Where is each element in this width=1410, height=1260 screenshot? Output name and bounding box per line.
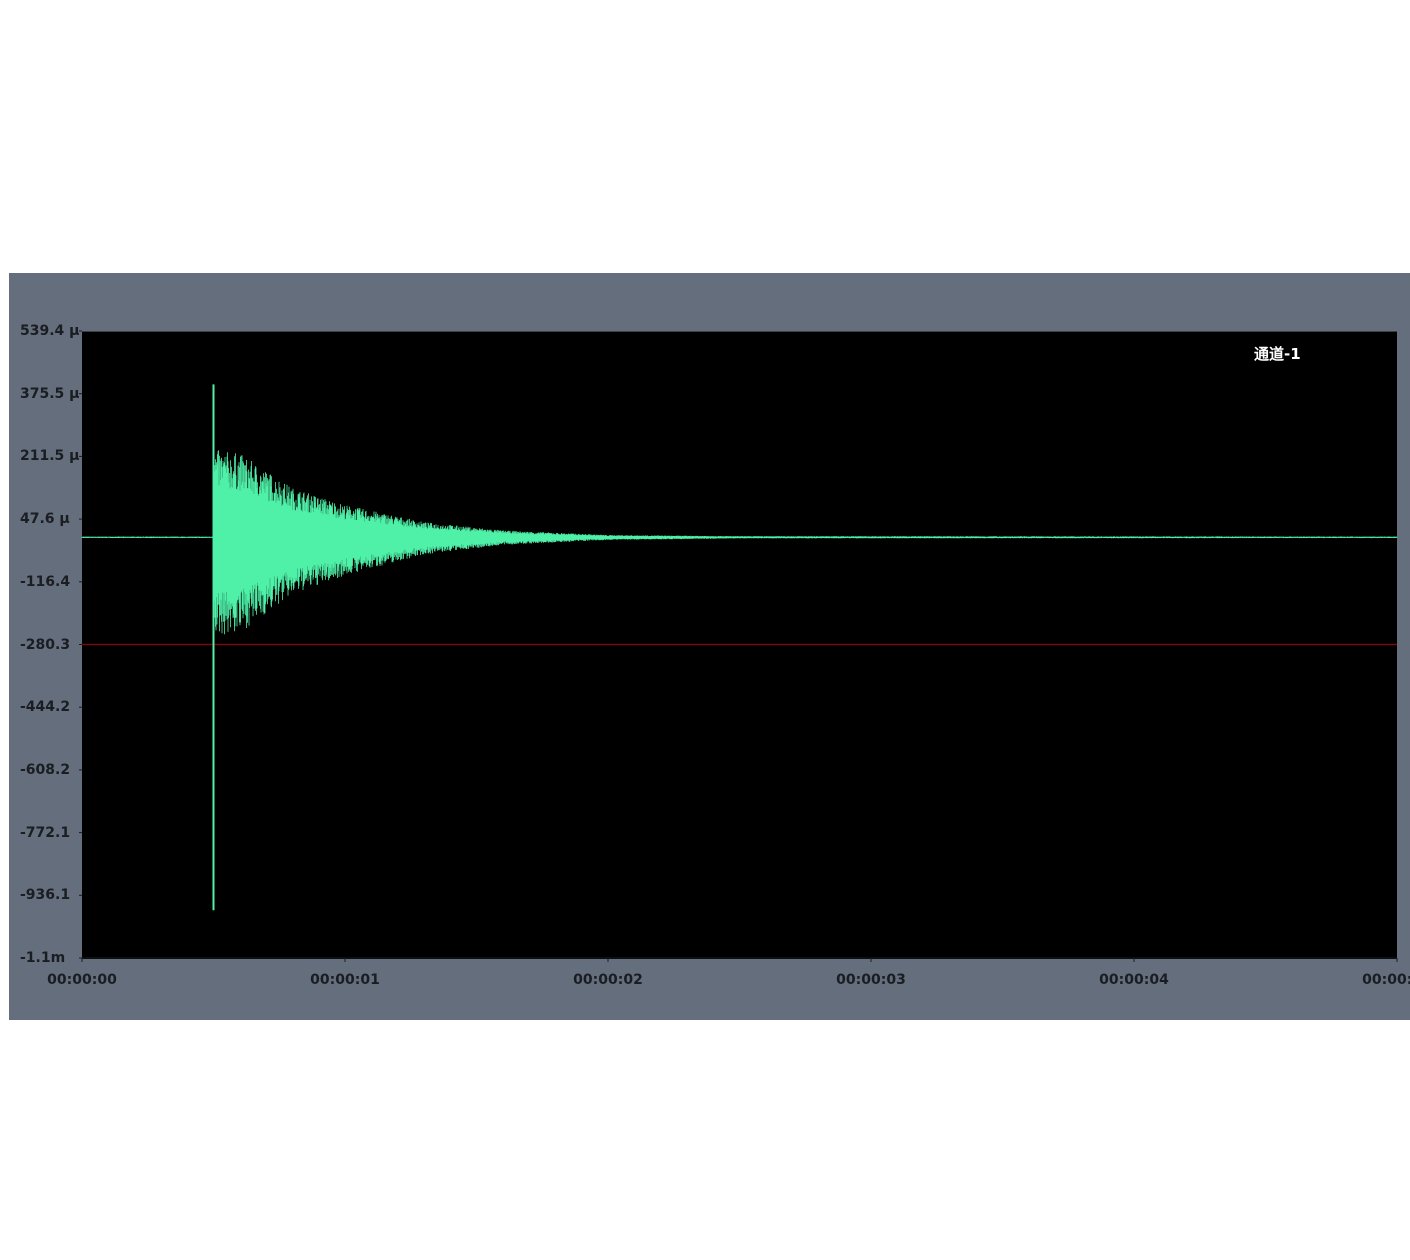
y-tick-label: -608.2 [20, 761, 71, 778]
x-tick-label: 00:00:00 [47, 972, 117, 988]
y-tick-label: -280.3 [20, 636, 71, 653]
y-tick-label: 539.4 µ [20, 323, 80, 339]
x-tick-label: 00:00:02 [573, 972, 643, 988]
legend-channel-label: 通道-1 [1254, 345, 1301, 363]
y-tick-label: -1.1m [20, 950, 66, 966]
x-tick-label: 00:00:05 [1362, 972, 1410, 988]
x-tick-label: 00:00:04 [1099, 972, 1169, 988]
x-tick-label: 00:00:03 [836, 972, 906, 988]
y-tick-label: -116.4 [20, 573, 71, 590]
y-tick-label: -936.1 [20, 887, 71, 904]
y-tick-label: 375.5 µ [20, 385, 80, 402]
y-tick-label: -772.1 [20, 824, 71, 841]
signal-waveform [81, 450, 1398, 635]
y-tick-label: 47.6 µ [20, 511, 70, 528]
x-tick-label: 00:00:01 [310, 972, 380, 988]
y-tick-label: 211.5 µ [20, 448, 80, 465]
y-tick-label: -444.2 [20, 699, 71, 716]
